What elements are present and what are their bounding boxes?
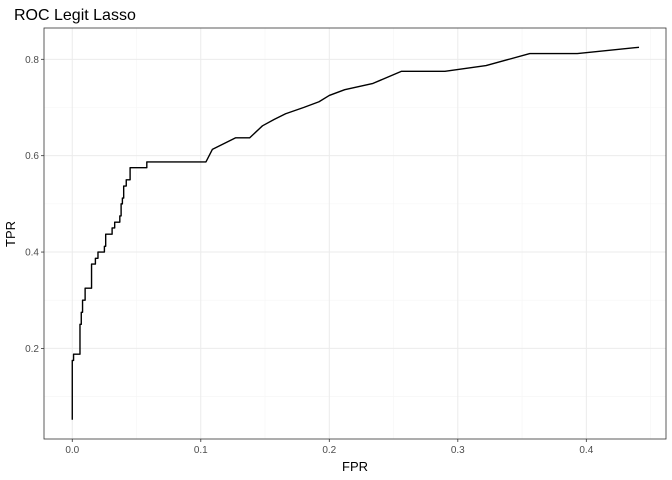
x-tick-label: 0.2 [322,445,336,456]
x-axis-label: FPR [342,459,368,474]
y-tick-label: 0.4 [25,248,39,259]
x-tick-label: 0.4 [579,445,593,456]
roc-curve [71,46,640,420]
x-tick-label: 0.1 [194,445,208,456]
y-tick-label: 0.2 [25,344,39,355]
chart-title: ROC Legit Lasso [14,7,136,24]
minor-gridlines [44,28,666,439]
plot-panel [43,27,667,440]
major-gridlines [44,28,666,439]
y-axis: 0.2 0.4 0.6 0.8 [25,55,44,355]
x-tick-label: 0.0 [65,445,79,456]
x-axis: 0.0 0.1 0.2 0.3 0.4 [65,439,594,456]
y-axis-label: TPR [3,221,18,247]
y-tick-label: 0.8 [25,55,39,66]
y-tick-label: 0.6 [25,151,39,162]
x-tick-label: 0.3 [451,445,465,456]
panel-border [43,27,667,440]
